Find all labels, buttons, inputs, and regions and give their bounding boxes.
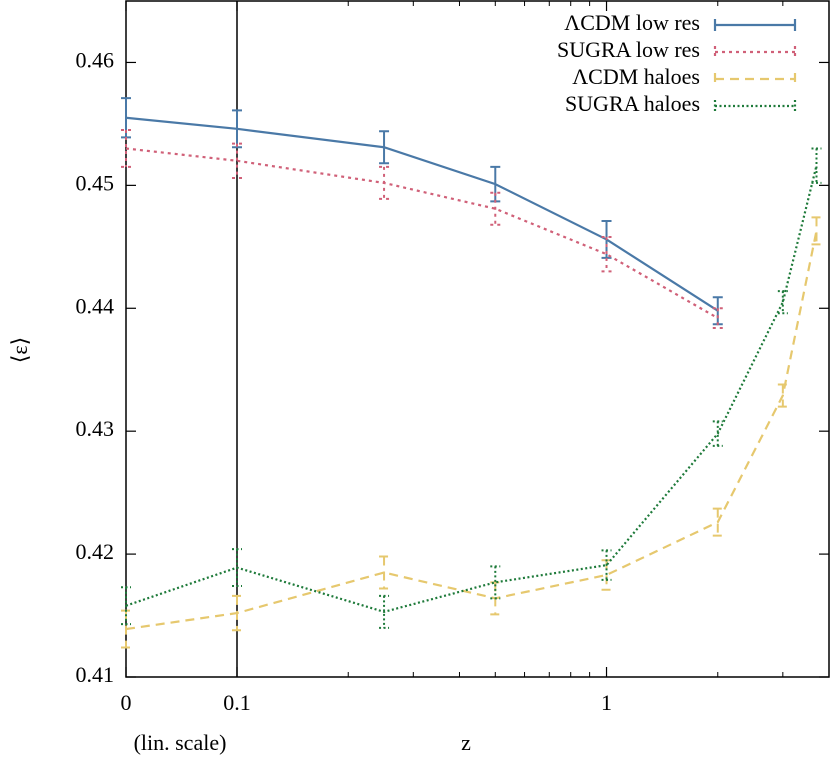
error-bar — [777, 383, 788, 408]
legend-sample — [713, 100, 797, 112]
legend-sample — [713, 19, 797, 31]
error-bar — [232, 594, 242, 632]
error-bar — [490, 165, 501, 203]
error-bar — [232, 548, 242, 588]
error-bar — [379, 594, 390, 629]
series-line — [125, 147, 719, 320]
series-line — [125, 165, 818, 614]
x-tick-label: 0.1 — [223, 690, 251, 715]
error-bar — [601, 235, 612, 273]
error-bar — [601, 549, 612, 581]
x-axis-label: z — [461, 730, 471, 755]
error-bar — [232, 142, 242, 179]
error-bar — [712, 507, 723, 537]
error-bar — [121, 129, 131, 168]
x-tick-label: 1 — [601, 690, 612, 715]
x-tick-label: 0 — [121, 690, 132, 715]
error-bar — [121, 586, 131, 626]
y-axis-label: ⟨ε⟩ — [7, 337, 32, 363]
y-tick-label: 0.42 — [76, 539, 115, 564]
plot-frame — [125, 0, 830, 678]
error-bar — [712, 420, 723, 447]
legend-sample — [713, 46, 797, 58]
y-tick-label: 0.44 — [76, 293, 115, 318]
error-bar — [379, 165, 390, 200]
error-bar — [232, 109, 242, 149]
y-tick-label: 0.43 — [76, 416, 115, 441]
legend-label: ΛCDM low res — [564, 10, 700, 35]
legend-sample — [713, 73, 797, 85]
error-bar — [379, 130, 390, 165]
legend-label: ΛCDM haloes — [572, 64, 700, 89]
series-line — [125, 230, 818, 631]
y-tick-label: 0.45 — [76, 170, 115, 195]
legend-label: SUGRA haloes — [565, 91, 700, 116]
error-bar — [811, 216, 822, 246]
error-bar — [777, 290, 788, 315]
error-bar — [490, 565, 501, 600]
y-tick-label: 0.46 — [76, 48, 115, 73]
series-line — [125, 116, 719, 312]
x-axis-note: (lin. scale) — [134, 730, 227, 755]
error-bar — [379, 555, 390, 590]
error-bar — [811, 147, 822, 184]
y-tick-label: 0.41 — [76, 662, 115, 687]
error-bar — [712, 307, 723, 329]
error-bar — [490, 191, 501, 226]
legend-label: SUGRA low res — [557, 37, 700, 62]
